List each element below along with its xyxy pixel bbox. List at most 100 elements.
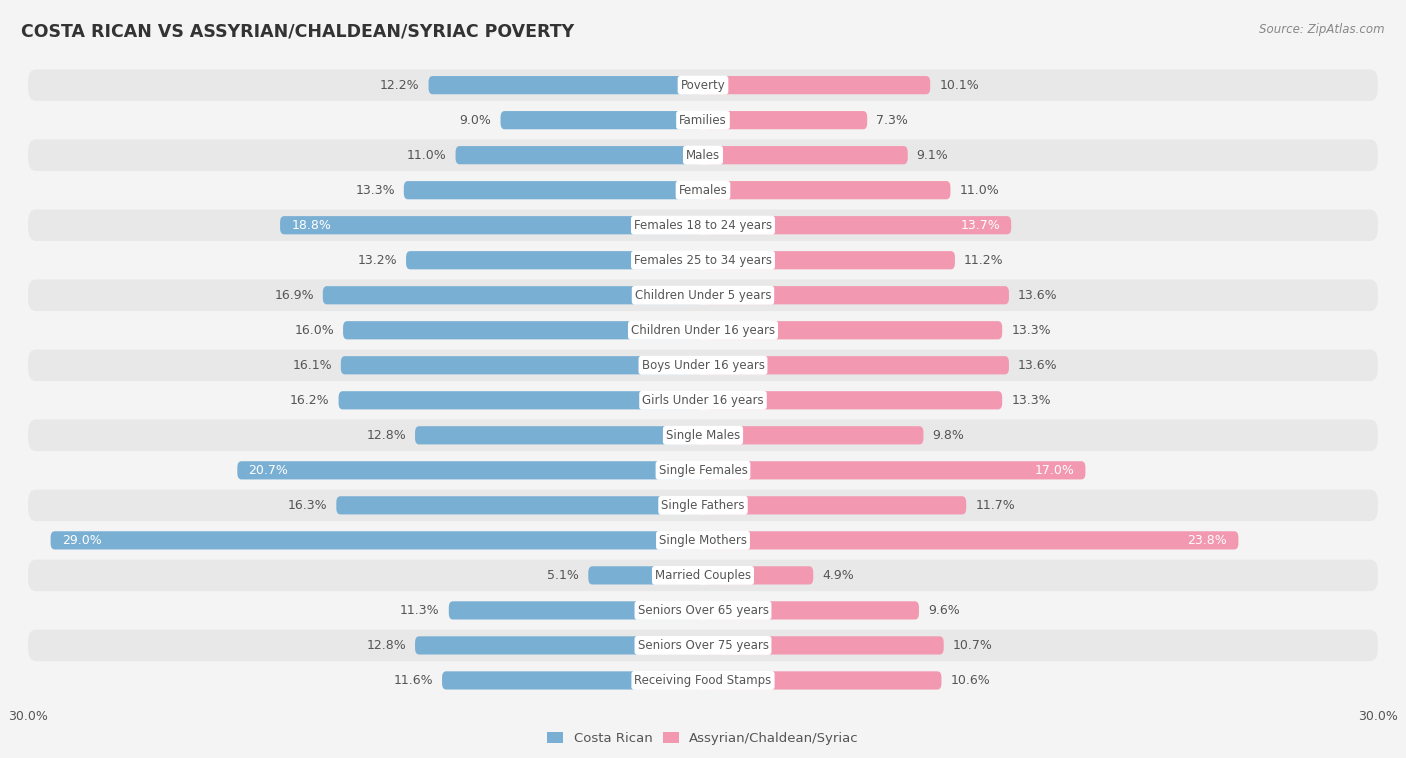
FancyBboxPatch shape — [28, 384, 1378, 416]
Text: Source: ZipAtlas.com: Source: ZipAtlas.com — [1260, 23, 1385, 36]
Text: Families: Families — [679, 114, 727, 127]
Text: Single Females: Single Females — [658, 464, 748, 477]
FancyBboxPatch shape — [588, 566, 703, 584]
Text: 16.1%: 16.1% — [292, 359, 332, 371]
FancyBboxPatch shape — [280, 216, 703, 234]
FancyBboxPatch shape — [28, 105, 1378, 136]
FancyBboxPatch shape — [28, 665, 1378, 696]
Text: 11.7%: 11.7% — [976, 499, 1015, 512]
FancyBboxPatch shape — [703, 391, 1002, 409]
FancyBboxPatch shape — [28, 455, 1378, 486]
FancyBboxPatch shape — [703, 601, 920, 619]
Text: Single Males: Single Males — [666, 429, 740, 442]
Text: Children Under 5 years: Children Under 5 years — [634, 289, 772, 302]
FancyBboxPatch shape — [406, 251, 703, 269]
Text: 12.8%: 12.8% — [367, 639, 406, 652]
Text: 13.7%: 13.7% — [960, 219, 1000, 232]
Text: 9.0%: 9.0% — [460, 114, 492, 127]
FancyBboxPatch shape — [339, 391, 703, 409]
Text: 20.7%: 20.7% — [249, 464, 288, 477]
Text: 13.6%: 13.6% — [1018, 289, 1057, 302]
FancyBboxPatch shape — [28, 245, 1378, 276]
Text: Seniors Over 75 years: Seniors Over 75 years — [637, 639, 769, 652]
FancyBboxPatch shape — [415, 636, 703, 654]
Text: Males: Males — [686, 149, 720, 161]
Text: Single Fathers: Single Fathers — [661, 499, 745, 512]
Text: 16.0%: 16.0% — [294, 324, 335, 337]
Text: 10.7%: 10.7% — [953, 639, 993, 652]
Text: COSTA RICAN VS ASSYRIAN/CHALDEAN/SYRIAC POVERTY: COSTA RICAN VS ASSYRIAN/CHALDEAN/SYRIAC … — [21, 23, 574, 41]
Text: 12.2%: 12.2% — [380, 79, 419, 92]
Text: 16.3%: 16.3% — [288, 499, 328, 512]
FancyBboxPatch shape — [703, 531, 1239, 550]
Text: Seniors Over 65 years: Seniors Over 65 years — [637, 604, 769, 617]
FancyBboxPatch shape — [703, 636, 943, 654]
FancyBboxPatch shape — [449, 601, 703, 619]
FancyBboxPatch shape — [703, 566, 813, 584]
Text: Single Mothers: Single Mothers — [659, 534, 747, 547]
Text: 11.2%: 11.2% — [965, 254, 1004, 267]
FancyBboxPatch shape — [703, 286, 1010, 305]
FancyBboxPatch shape — [441, 672, 703, 690]
Text: 12.8%: 12.8% — [367, 429, 406, 442]
Text: Girls Under 16 years: Girls Under 16 years — [643, 394, 763, 407]
FancyBboxPatch shape — [28, 315, 1378, 346]
Text: Poverty: Poverty — [681, 79, 725, 92]
FancyBboxPatch shape — [51, 531, 703, 550]
Text: Children Under 16 years: Children Under 16 years — [631, 324, 775, 337]
Text: 13.3%: 13.3% — [1011, 324, 1050, 337]
Text: Receiving Food Stamps: Receiving Food Stamps — [634, 674, 772, 687]
FancyBboxPatch shape — [28, 70, 1378, 101]
Text: 11.6%: 11.6% — [394, 674, 433, 687]
FancyBboxPatch shape — [703, 181, 950, 199]
Text: 23.8%: 23.8% — [1188, 534, 1227, 547]
Legend: Costa Rican, Assyrian/Chaldean/Syriac: Costa Rican, Assyrian/Chaldean/Syriac — [541, 726, 865, 750]
FancyBboxPatch shape — [703, 321, 1002, 340]
FancyBboxPatch shape — [323, 286, 703, 305]
Text: Married Couples: Married Couples — [655, 569, 751, 582]
FancyBboxPatch shape — [28, 174, 1378, 206]
FancyBboxPatch shape — [703, 76, 931, 94]
FancyBboxPatch shape — [28, 559, 1378, 591]
FancyBboxPatch shape — [501, 111, 703, 130]
FancyBboxPatch shape — [415, 426, 703, 444]
Text: 16.2%: 16.2% — [290, 394, 329, 407]
FancyBboxPatch shape — [703, 356, 1010, 374]
FancyBboxPatch shape — [703, 461, 1085, 479]
FancyBboxPatch shape — [28, 525, 1378, 556]
Text: 16.9%: 16.9% — [274, 289, 314, 302]
Text: 17.0%: 17.0% — [1035, 464, 1074, 477]
FancyBboxPatch shape — [28, 630, 1378, 661]
Text: 13.6%: 13.6% — [1018, 359, 1057, 371]
FancyBboxPatch shape — [238, 461, 703, 479]
Text: 10.1%: 10.1% — [939, 79, 979, 92]
Text: Females 25 to 34 years: Females 25 to 34 years — [634, 254, 772, 267]
Text: 13.2%: 13.2% — [357, 254, 396, 267]
Text: 5.1%: 5.1% — [547, 569, 579, 582]
Text: 7.3%: 7.3% — [876, 114, 908, 127]
Text: 11.3%: 11.3% — [401, 604, 440, 617]
Text: Boys Under 16 years: Boys Under 16 years — [641, 359, 765, 371]
Text: 9.1%: 9.1% — [917, 149, 949, 161]
FancyBboxPatch shape — [456, 146, 703, 164]
FancyBboxPatch shape — [703, 672, 942, 690]
Text: 18.8%: 18.8% — [291, 219, 332, 232]
Text: 9.8%: 9.8% — [932, 429, 965, 442]
FancyBboxPatch shape — [28, 139, 1378, 171]
FancyBboxPatch shape — [28, 349, 1378, 381]
Text: 13.3%: 13.3% — [1011, 394, 1050, 407]
Text: 11.0%: 11.0% — [959, 183, 1000, 196]
FancyBboxPatch shape — [28, 490, 1378, 521]
Text: 10.6%: 10.6% — [950, 674, 990, 687]
FancyBboxPatch shape — [703, 251, 955, 269]
FancyBboxPatch shape — [429, 76, 703, 94]
FancyBboxPatch shape — [28, 420, 1378, 451]
Text: Females 18 to 24 years: Females 18 to 24 years — [634, 219, 772, 232]
FancyBboxPatch shape — [28, 209, 1378, 241]
Text: 13.3%: 13.3% — [356, 183, 395, 196]
Text: 9.6%: 9.6% — [928, 604, 960, 617]
FancyBboxPatch shape — [28, 594, 1378, 626]
FancyBboxPatch shape — [703, 146, 908, 164]
FancyBboxPatch shape — [404, 181, 703, 199]
Text: 4.9%: 4.9% — [823, 569, 853, 582]
